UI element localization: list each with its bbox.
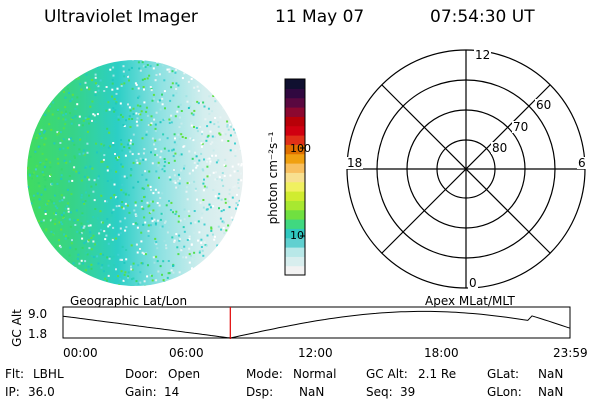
instrument-title: Ultraviolet Imager bbox=[44, 7, 198, 27]
timeline-y-tick-9: 9.0 bbox=[28, 307, 48, 321]
colorbar-cell bbox=[285, 107, 305, 117]
door-label: Door: bbox=[125, 367, 158, 381]
colorbar-scale bbox=[285, 79, 305, 276]
timeline-y-tick-1-8: 1.8 bbox=[28, 327, 48, 341]
glat-label: GLat: bbox=[487, 367, 520, 381]
mlt-label-6: 6 bbox=[577, 156, 587, 170]
colorbar-cell bbox=[285, 191, 305, 201]
seq-label: Seq: bbox=[366, 385, 393, 399]
colorbar-cell bbox=[285, 125, 305, 136]
colorbar-cell bbox=[285, 200, 305, 211]
timeline-x-tick-1200: 12:00 bbox=[298, 346, 333, 360]
lat-label-80: 80 bbox=[491, 141, 509, 155]
colorbar-cell bbox=[285, 144, 305, 155]
glon-label: GLon: bbox=[487, 385, 522, 399]
colorbar-cell bbox=[285, 256, 305, 267]
mlt-label-18: 18 bbox=[346, 156, 364, 170]
observation-time: 07:54:30 UT bbox=[430, 7, 535, 27]
colorbar-cell bbox=[285, 219, 305, 229]
filter-value: LBHL bbox=[33, 367, 64, 381]
gain-label: Gain: bbox=[125, 385, 157, 399]
glat-value: NaN bbox=[538, 367, 564, 381]
colorbar-tick-10: 10 bbox=[290, 229, 304, 242]
colorbar-cell bbox=[285, 88, 305, 99]
geographic-caption: Geographic Lat/Lon bbox=[70, 294, 188, 308]
colorbar-cell bbox=[285, 247, 305, 257]
colorbar-cell bbox=[285, 209, 305, 220]
colorbar-cell bbox=[285, 116, 305, 127]
colorbar-cell bbox=[285, 172, 305, 183]
colorbar-cell bbox=[285, 135, 305, 145]
colorbar-cell bbox=[285, 237, 305, 248]
seq-value: 39 bbox=[400, 385, 416, 399]
gc-alt-value: 2.1 Re bbox=[418, 367, 457, 381]
gain-value: 14 bbox=[164, 385, 180, 399]
colorbar-cell bbox=[285, 97, 305, 108]
mode-label: Mode: bbox=[246, 367, 283, 381]
lat-label-60: 60 bbox=[535, 98, 553, 112]
earth-image-panel bbox=[27, 60, 243, 286]
altitude-curve bbox=[62, 310, 571, 339]
gc-alt-label: GC Alt: bbox=[366, 367, 408, 381]
earth-disk bbox=[27, 60, 243, 286]
apex-caption: Apex MLat/MLT bbox=[425, 294, 515, 308]
timeline-x-tick-0600: 06:00 bbox=[169, 346, 204, 360]
glon-value: NaN bbox=[538, 385, 564, 399]
polar-grid-panel bbox=[346, 49, 586, 289]
colorbar-cell bbox=[285, 153, 305, 164]
mlt-label-12: 12 bbox=[474, 48, 492, 62]
timeline-y-axis-label: GC Alt bbox=[10, 309, 24, 347]
timeline-x-tick-2359: 23:59 bbox=[553, 346, 588, 360]
mode-value: Normal bbox=[293, 367, 337, 381]
mlt-label-0: 0 bbox=[468, 276, 478, 290]
observation-date: 11 May 07 bbox=[275, 7, 365, 27]
timeline-x-tick-1800: 18:00 bbox=[424, 346, 459, 360]
colorbar-cell bbox=[285, 163, 305, 173]
colorbar-cell bbox=[285, 265, 305, 276]
ip-label: IP: bbox=[5, 385, 20, 399]
dsp-value: NaN bbox=[299, 385, 325, 399]
colorbar-cell bbox=[285, 79, 305, 89]
timeline-frame bbox=[62, 306, 571, 339]
dsp-label: Dsp: bbox=[246, 385, 274, 399]
lat-label-70: 70 bbox=[512, 120, 530, 134]
ip-value: 36.0 bbox=[28, 385, 55, 399]
timeline-plot bbox=[62, 306, 571, 339]
colorbar-tick-100: 100 bbox=[290, 142, 311, 155]
filter-label: Flt: bbox=[5, 367, 24, 381]
door-value: Open bbox=[168, 367, 201, 381]
timeline-x-tick-0000: 00:00 bbox=[63, 346, 98, 360]
colorbar-cell bbox=[285, 181, 305, 192]
colorbar-unit-label: photon cm⁻²s⁻¹ bbox=[266, 131, 280, 225]
colorbar bbox=[284, 78, 306, 276]
polar-diagonal-2 bbox=[381, 84, 551, 254]
colorbar-cell bbox=[285, 228, 305, 239]
